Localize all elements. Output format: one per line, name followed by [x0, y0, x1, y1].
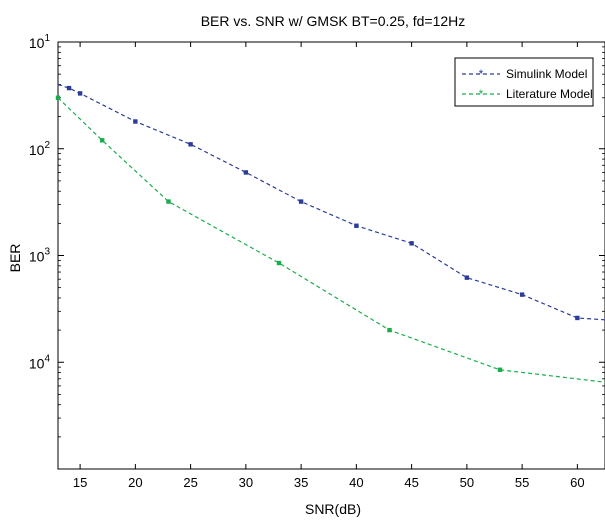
data-point-literature [387, 327, 392, 333]
data-point-simulink [409, 241, 414, 246]
series-line-simulink [57, 83, 605, 321]
y-axis-label: BER [7, 244, 23, 273]
legend-box [454, 57, 594, 107]
data-point-simulink [354, 223, 359, 228]
legend: * Simulink Model * Literature Model [454, 57, 594, 107]
data-point-simulink [575, 315, 580, 321]
data-point-simulink [464, 275, 470, 280]
x-axis-ticks: 15 20 25 30 35 40 45 50 55 60 [73, 42, 585, 490]
data-point-literature [276, 260, 282, 266]
data-point-simulink [133, 119, 138, 124]
x-tick-label: 35 [294, 475, 308, 490]
series-layer [55, 83, 605, 383]
data-point-literature [166, 199, 171, 204]
chart-title: BER vs. SNR w/ GMSK BT=0.25, fd=12Hz [201, 13, 466, 29]
data-point-simulink [188, 142, 193, 147]
data-point-literature [497, 367, 503, 372]
y-axis-ticks: 101 102 103 104 [29, 33, 605, 438]
x-tick-label: 60 [570, 475, 584, 490]
y-tick-label: 103 [29, 247, 51, 265]
data-point-simulink [66, 85, 72, 91]
x-axis-label: SNR(dB) [305, 501, 361, 517]
x-tick-label: 40 [349, 475, 363, 490]
data-point-literature [55, 95, 61, 101]
y-tick-label: 104 [29, 353, 51, 371]
x-tick-label: 15 [73, 475, 87, 490]
x-tick-label: 20 [128, 475, 142, 490]
legend-item-literature: * Literature Model [462, 87, 593, 101]
data-point-simulink [243, 170, 249, 175]
data-point-simulink [77, 91, 83, 96]
legend-marker-simulink: * [479, 67, 484, 81]
x-tick-label: 50 [460, 475, 474, 490]
legend-label-simulink: Simulink Model [506, 67, 587, 81]
x-tick-label: 30 [239, 475, 253, 490]
y-tick-label: 101 [29, 33, 51, 51]
legend-item-simulink: * Simulink Model [462, 67, 587, 81]
legend-marker-literature: * [479, 87, 484, 101]
legend-label-literature: Literature Model [506, 87, 593, 101]
data-point-simulink [298, 199, 304, 204]
data-point-simulink [519, 292, 525, 297]
series-line-literature [57, 97, 605, 383]
x-tick-label: 45 [404, 475, 418, 490]
data-point-literature [100, 138, 105, 143]
x-tick-label: 55 [515, 475, 529, 490]
x-tick-label: 25 [183, 475, 197, 490]
y-tick-label: 102 [29, 140, 51, 158]
